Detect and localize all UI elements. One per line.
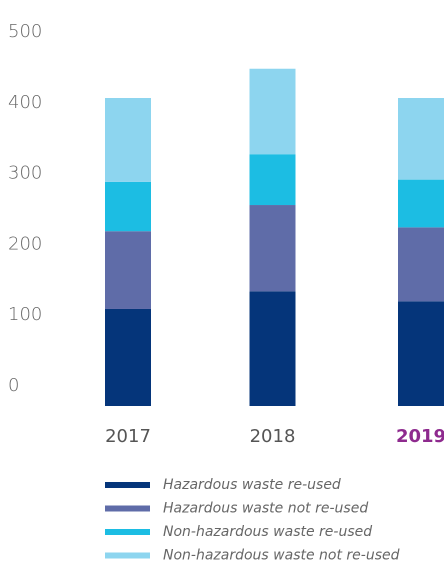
y-tick-label: 0 [8, 375, 19, 396]
bar-segment [249, 68, 296, 155]
bar-segment [105, 231, 151, 309]
bar-segment [105, 181, 151, 232]
legend-label: Hazardous waste re-used [163, 477, 341, 493]
y-tick-label: 200 [8, 233, 42, 254]
bar-segment [249, 291, 296, 406]
legend-label: Non-hazardous waste not re-used [163, 548, 400, 564]
y-tick-label: 300 [8, 163, 42, 184]
bar-segment [105, 308, 151, 406]
bar-segment [249, 205, 296, 292]
legend-swatch [105, 529, 150, 535]
bar-segment [398, 301, 444, 406]
y-tick-label: 500 [8, 21, 42, 42]
bar-segment [398, 227, 444, 302]
x-tick-label: 2019 [396, 426, 444, 447]
x-tick-label: 2018 [250, 426, 296, 447]
bar-segment [105, 98, 151, 182]
bar-segment [398, 179, 444, 228]
legend-swatch [105, 482, 150, 488]
y-tick-label: 100 [8, 304, 42, 325]
legend-label: Hazardous waste not re-used [163, 501, 368, 517]
bar-segment [249, 154, 296, 206]
x-tick-label: 2017 [105, 426, 151, 447]
bar-segment [398, 98, 444, 180]
legend-swatch [105, 552, 150, 559]
legend-label: Non-hazardous waste re-used [163, 524, 372, 540]
legend-swatch [105, 505, 150, 512]
y-tick-label: 400 [8, 92, 42, 113]
